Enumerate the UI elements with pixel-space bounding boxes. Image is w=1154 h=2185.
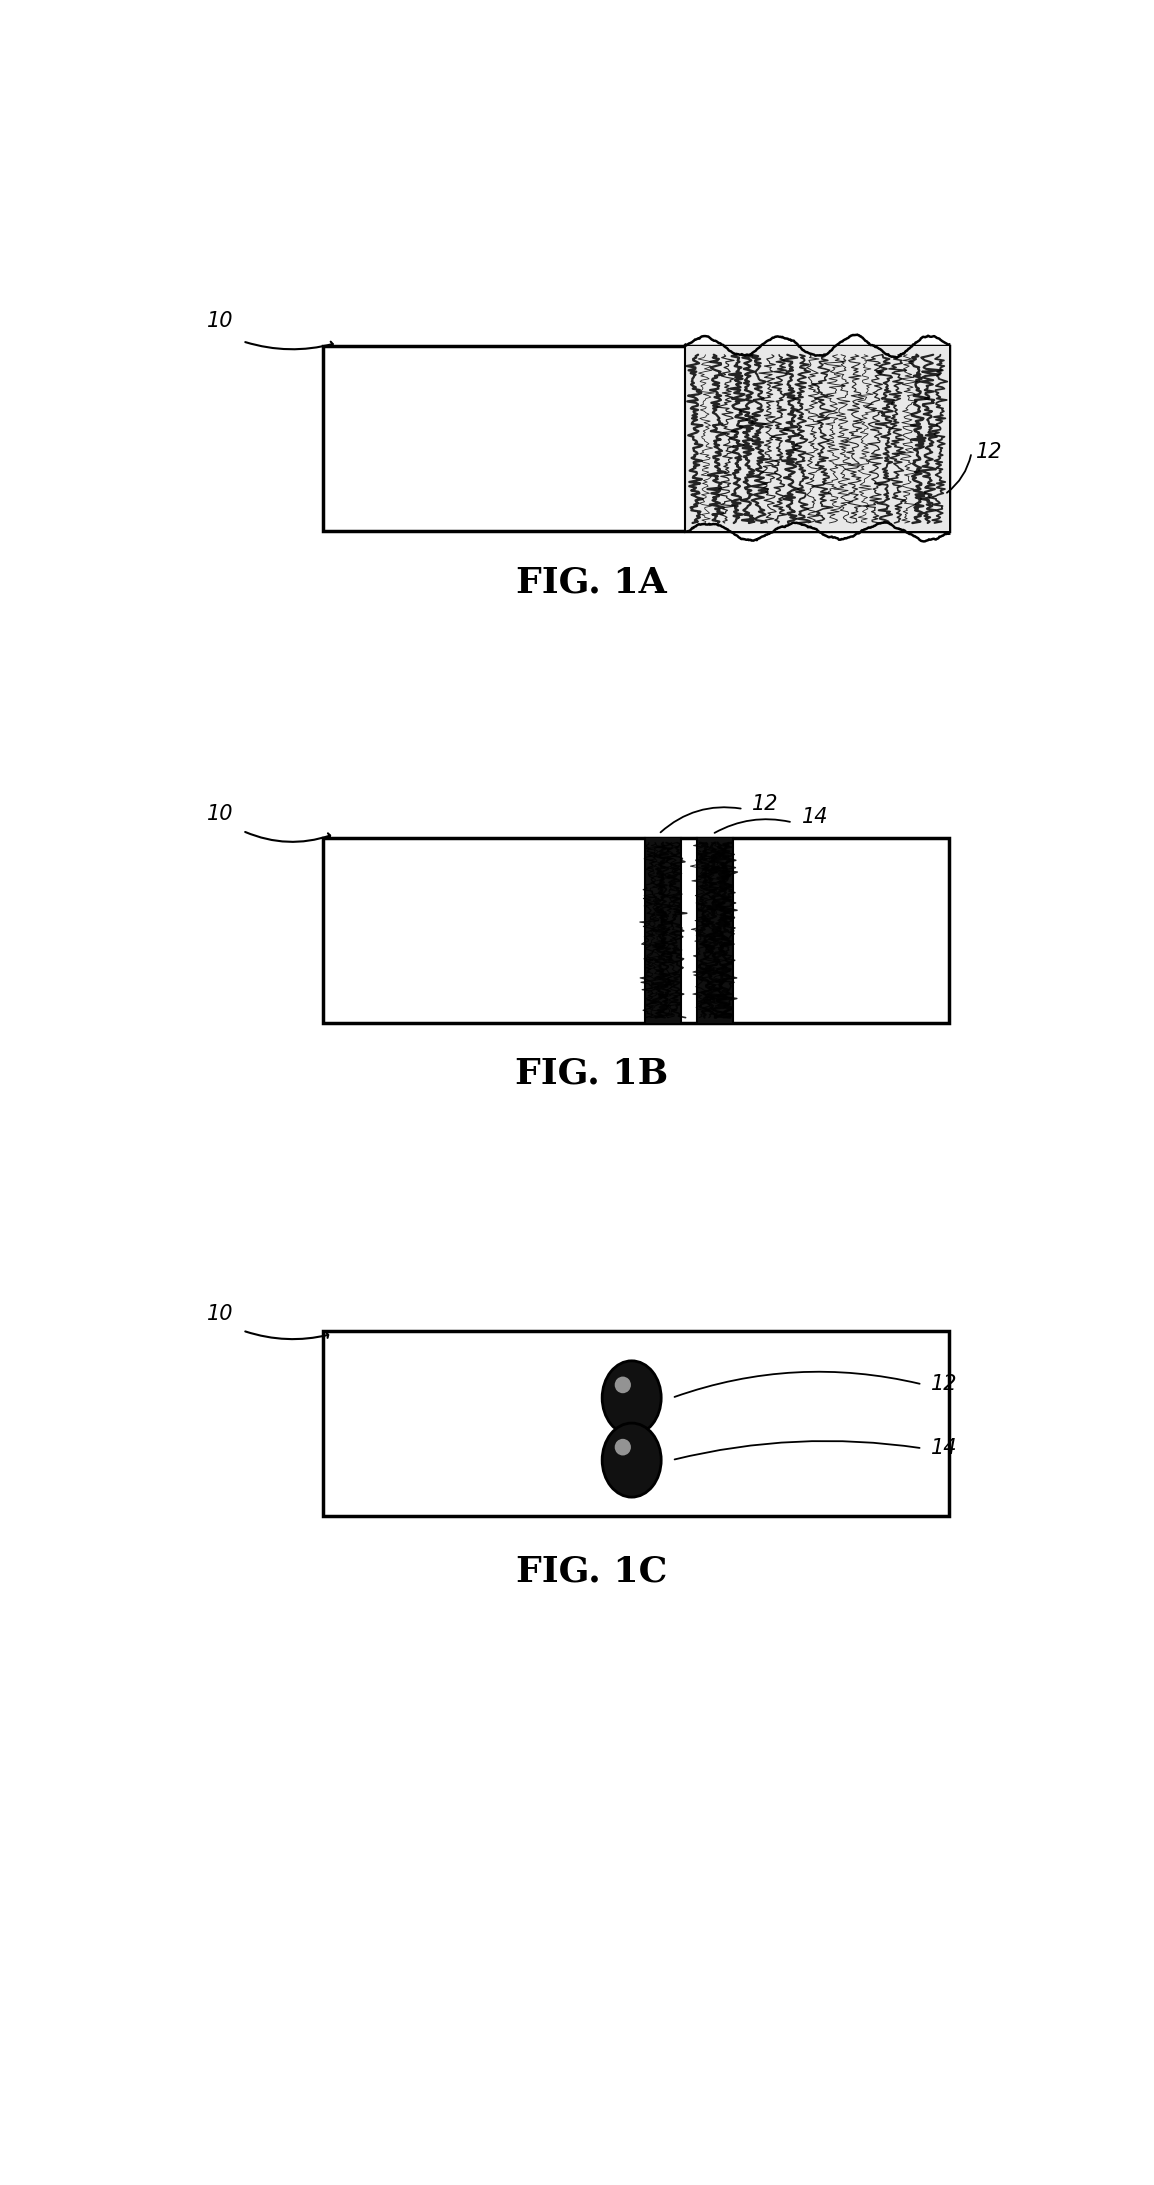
Text: 10: 10 [207, 1304, 233, 1324]
Ellipse shape [615, 1377, 631, 1394]
Text: 14: 14 [802, 808, 829, 828]
Text: FIG. 1A: FIG. 1A [516, 566, 667, 599]
Text: 14: 14 [931, 1438, 958, 1457]
Text: FIG. 1C: FIG. 1C [516, 1554, 667, 1588]
Text: 10: 10 [207, 310, 233, 332]
Text: 10: 10 [207, 804, 233, 824]
Ellipse shape [602, 1361, 661, 1436]
Bar [685, 345, 949, 531]
Bar [697, 837, 733, 1023]
Ellipse shape [602, 1422, 661, 1497]
Text: 12: 12 [931, 1374, 958, 1394]
Text: FIG. 1B: FIG. 1B [515, 1055, 668, 1090]
Bar [323, 837, 949, 1023]
Bar [323, 1331, 949, 1516]
Bar [645, 837, 681, 1023]
Ellipse shape [615, 1438, 631, 1455]
Text: 12: 12 [752, 793, 779, 815]
Bar [323, 345, 949, 531]
Text: 12: 12 [976, 441, 1003, 463]
